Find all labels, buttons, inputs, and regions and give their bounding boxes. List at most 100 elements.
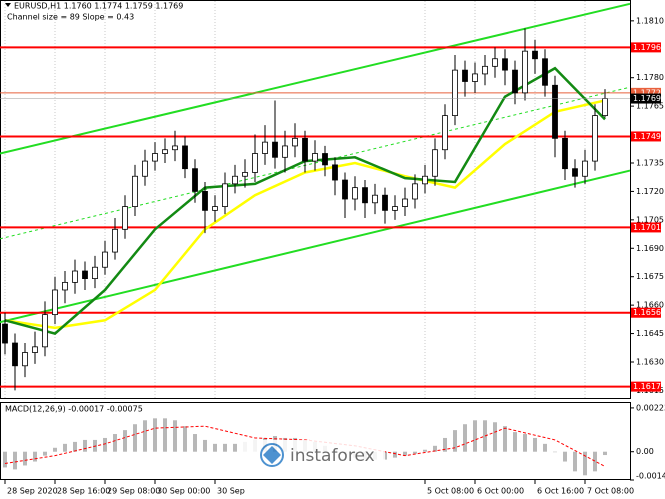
macd-bar	[33, 451, 37, 462]
candle-body	[82, 270, 88, 279]
candle-body	[72, 270, 78, 283]
candle-body	[412, 183, 418, 200]
candle-body	[492, 58, 498, 67]
macd-signal	[4, 425, 606, 467]
macd-bar	[413, 451, 417, 454]
candle-body	[402, 198, 408, 207]
macd-bar	[183, 426, 187, 452]
candle-body	[552, 84, 558, 139]
candle-body	[182, 145, 188, 170]
candle-body	[562, 137, 568, 170]
candle-body	[142, 160, 148, 177]
macd-bar	[533, 437, 537, 452]
macd-bar	[133, 424, 137, 452]
candle-body	[12, 342, 18, 367]
x-tick-label: 30 Sep 00:00	[157, 487, 210, 496]
candle-body	[272, 141, 278, 158]
candle-body	[482, 65, 488, 75]
candle-body	[352, 187, 358, 200]
symbol-arrow	[5, 3, 11, 7]
macd-bar	[203, 439, 207, 452]
candle-body	[502, 58, 508, 71]
x-tick-label: 28 Sep 16:00	[57, 487, 110, 496]
candle-body	[102, 251, 108, 268]
candle-body	[62, 281, 68, 291]
macd-y-tick-label: -0.00144	[636, 472, 665, 481]
level-label: 1.1617	[633, 382, 661, 391]
level-label-bg	[631, 87, 661, 98]
candle-body	[322, 153, 328, 166]
macd-title: MACD(12,26,9) -0.00017 -0.00075	[5, 405, 143, 414]
candle-body	[452, 69, 458, 117]
macd-bar	[463, 424, 467, 452]
level-label: 1.1796	[633, 43, 661, 52]
x-tick-label: 30 Sep	[217, 487, 245, 496]
level-label-bg	[631, 131, 661, 142]
x-tick-label: 5 Oct 08:00	[427, 487, 474, 496]
macd-bar	[63, 443, 67, 452]
macd-bar	[193, 434, 197, 452]
candle-body	[242, 172, 248, 177]
macd-bar	[53, 447, 57, 452]
candle-body	[262, 141, 268, 154]
candle-body	[542, 58, 548, 86]
x-tick-label: 6 Oct 00:00	[477, 487, 524, 496]
candle-body	[372, 194, 378, 204]
macd-bar	[73, 441, 77, 452]
macd-bar	[603, 451, 607, 456]
macd-bar	[573, 451, 577, 472]
candle-body	[202, 191, 208, 211]
candle-body	[152, 153, 158, 162]
candle-body	[512, 69, 518, 94]
candle-body	[122, 206, 128, 230]
candle-body	[382, 194, 388, 211]
x-tick-label: 7 Oct 08:00	[587, 487, 634, 496]
macd-y-tick-label: 0.00	[636, 447, 654, 456]
candle-body	[212, 206, 218, 211]
macd-bar	[483, 420, 487, 452]
y-tick-label: 1.1645	[636, 329, 664, 338]
candle-body	[2, 323, 8, 344]
candle-body	[472, 73, 478, 82]
candle-body	[112, 228, 118, 253]
level-label-bg	[631, 381, 661, 392]
candle-body	[92, 266, 98, 280]
watermark-icon	[260, 443, 284, 467]
y-tick-label: 1.1630	[636, 357, 664, 366]
candle-body	[572, 168, 578, 177]
level-label-bg	[631, 222, 661, 233]
subtitle: Channel size = 89 Slope = 0.43	[7, 13, 134, 22]
macd-bar	[473, 420, 477, 452]
channel-lower	[0, 169, 631, 324]
macd-bar	[123, 430, 127, 452]
candle-body	[392, 206, 398, 211]
macd-bar	[213, 443, 217, 452]
y-tick-label: 1.1765	[636, 102, 664, 111]
candle-body	[532, 50, 538, 60]
macd-frame	[0, 402, 631, 480]
candle-body	[522, 50, 528, 94]
candle-body	[602, 98, 608, 117]
macd-bar	[523, 434, 527, 452]
macd-bar	[143, 420, 147, 452]
candle-body	[342, 179, 348, 200]
candle-body	[32, 346, 38, 353]
candle-body	[582, 160, 588, 177]
candle-body	[302, 137, 308, 162]
candle-body	[432, 149, 438, 177]
macd-bar	[493, 422, 497, 452]
macd-bar	[113, 434, 117, 452]
candle-body	[232, 175, 238, 185]
candle-body	[362, 187, 368, 204]
candle-body	[442, 115, 448, 151]
candle-body	[282, 145, 288, 158]
macd-y-tick-label: 0.00223	[636, 403, 665, 412]
y-tick-label: 1.1735	[636, 158, 664, 167]
macd-bar	[503, 426, 507, 452]
current-price-label: 1.1769	[633, 94, 661, 103]
candle-body	[22, 352, 28, 367]
macd-bar	[173, 420, 177, 452]
